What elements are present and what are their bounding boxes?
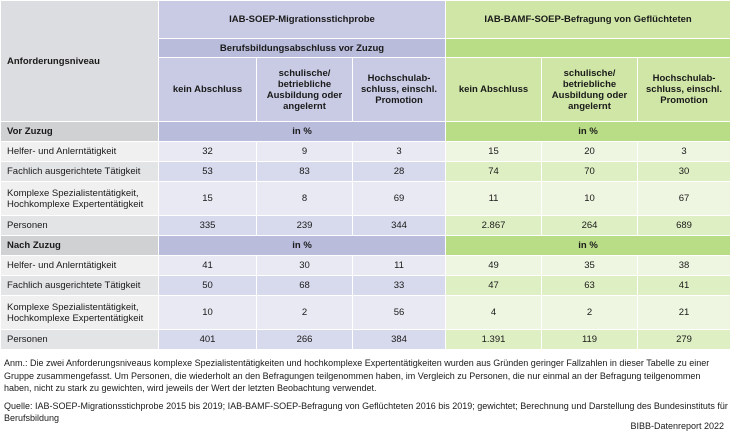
unit-label: in % (157, 121, 447, 142)
cell: 15 (158, 181, 257, 216)
cell: 74 (445, 161, 543, 182)
data-table: Anforderungsniveau IAB-SOEP-Migrationsst… (0, 0, 730, 350)
table-row: Personen 335 239 344 2.867 264 689 (0, 215, 730, 236)
cell: 2.867 (445, 215, 543, 236)
row-label: Personen (0, 329, 159, 350)
unit-label: in % (445, 121, 730, 142)
cell: 41 (158, 255, 257, 276)
cell: 32 (158, 141, 257, 162)
cell: 30 (256, 255, 353, 276)
cell: 47 (445, 275, 543, 296)
cell: 28 (351, 161, 447, 182)
cell: 384 (351, 329, 447, 350)
cell: 69 (351, 181, 447, 216)
table-row: Fachlich ausgerichtete Tätigkeit 53 83 2… (0, 161, 730, 182)
cell: 56 (351, 295, 447, 330)
col-header-ausbildung: schulische/ betriebliche Ausbildung oder… (256, 57, 353, 122)
col-header-hochschule: Hochschulab-schluss, einschl. Promotion (351, 57, 447, 122)
row-label: Komplexe Spezialistentätigkeit, Hochkomp… (0, 181, 159, 216)
cell: 38 (637, 255, 730, 276)
cell: 4 (445, 295, 543, 330)
table-row: Komplexe Spezialistentätigkeit, Hochkomp… (0, 181, 730, 216)
unit-label: in % (445, 235, 730, 256)
cell: 11 (445, 181, 543, 216)
cell: 2 (541, 295, 639, 330)
notes-block: Anm.: Die zwei Anforderungsniveaus kompl… (4, 357, 728, 425)
table-row: Helfer- und Anlerntätigkeit 41 30 11 49 … (0, 255, 730, 276)
cell: 266 (256, 329, 353, 350)
row-label: Komplexe Spezialistentätigkeit, Hochkomp… (0, 295, 159, 330)
cell: 335 (158, 215, 257, 236)
row-label: Fachlich ausgerichtete Tätigkeit (0, 275, 159, 296)
cell: 11 (351, 255, 447, 276)
group-header-soep-migration: IAB-SOEP-Migrationsstichprobe (157, 0, 447, 39)
subheader-blue: Berufsbildungsabschluss vor Zuzug (157, 38, 447, 58)
row-label: Personen (0, 215, 159, 236)
annotation-note: Anm.: Die zwei Anforderungsniveaus kompl… (4, 358, 710, 393)
row-label: Fachlich ausgerichtete Tätigkeit (0, 161, 159, 182)
subheader-green (445, 38, 730, 58)
cell: 30 (637, 161, 730, 182)
publication-label: BIBB-Datenreport 2022 (630, 421, 724, 431)
cell: 344 (351, 215, 447, 236)
cell: 279 (637, 329, 730, 350)
cell: 2 (256, 295, 353, 330)
section-title: Vor Zuzug (0, 121, 159, 142)
cell: 21 (637, 295, 730, 330)
table-row: Komplexe Spezialistentätigkeit, Hochkomp… (0, 295, 730, 330)
cell: 10 (541, 181, 639, 216)
table-row: Fachlich ausgerichtete Tätigkeit 50 68 3… (0, 275, 730, 296)
cell: 3 (637, 141, 730, 162)
cell: 8 (256, 181, 353, 216)
row-header-label: Anforderungsniveau (0, 0, 159, 122)
cell: 67 (637, 181, 730, 216)
row-label: Helfer- und Anlerntätigkeit (0, 255, 159, 276)
source-note: Quelle: IAB-SOEP-Migrationsstichprobe 20… (4, 400, 728, 424)
col-header-hochschule: Hochschulab-schluss, einschl. Promotion (637, 57, 730, 122)
cell: 3 (351, 141, 447, 162)
col-header-kein-abschluss: kein Abschluss (158, 57, 257, 122)
cell: 41 (637, 275, 730, 296)
cell: 10 (158, 295, 257, 330)
cell: 53 (158, 161, 257, 182)
cell: 689 (637, 215, 730, 236)
table-row: Personen 401 266 384 1.391 119 279 (0, 329, 730, 350)
cell: 264 (541, 215, 639, 236)
unit-label: in % (157, 235, 447, 256)
row-label: Helfer- und Anlerntätigkeit (0, 141, 159, 162)
cell: 9 (256, 141, 353, 162)
cell: 49 (445, 255, 543, 276)
group-header-bamf-soep: IAB-BAMF-SOEP-Befragung von Geflüchteten (445, 0, 730, 39)
cell: 1.391 (445, 329, 543, 350)
cell: 15 (445, 141, 543, 162)
cell: 63 (541, 275, 639, 296)
cell: 33 (351, 275, 447, 296)
cell: 119 (541, 329, 639, 350)
cell: 239 (256, 215, 353, 236)
col-header-ausbildung: schulische/ betriebliche Ausbildung oder… (541, 57, 639, 122)
col-header-kein-abschluss: kein Abschluss (445, 57, 543, 122)
cell: 68 (256, 275, 353, 296)
cell: 50 (158, 275, 257, 296)
cell: 401 (158, 329, 257, 350)
cell: 35 (541, 255, 639, 276)
table-row: Helfer- und Anlerntätigkeit 32 9 3 15 20… (0, 141, 730, 162)
cell: 20 (541, 141, 639, 162)
section-title: Nach Zuzug (0, 235, 159, 256)
cell: 70 (541, 161, 639, 182)
cell: 83 (256, 161, 353, 182)
